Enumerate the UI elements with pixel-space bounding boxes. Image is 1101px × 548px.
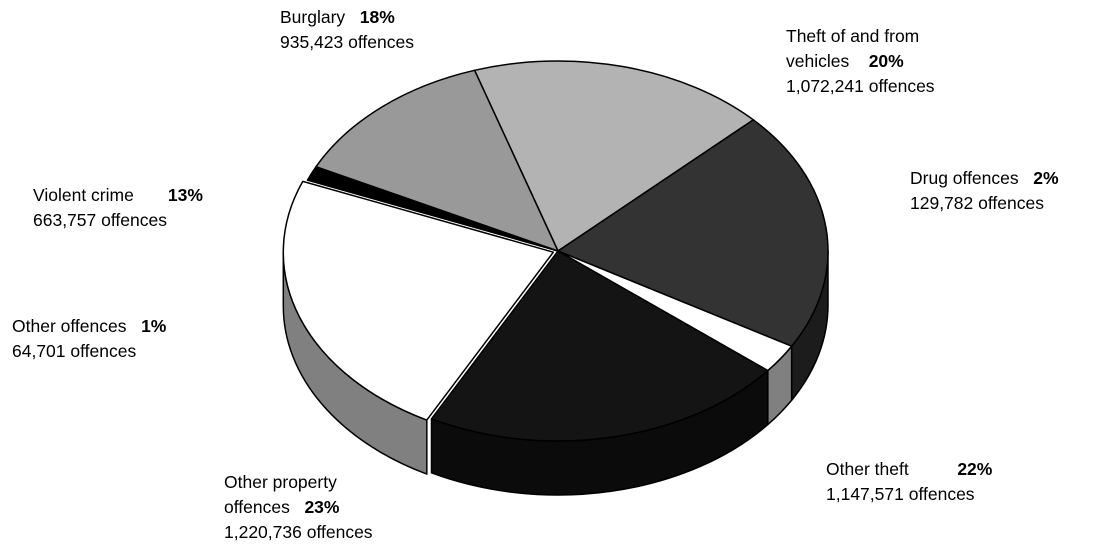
slice-other-property-offences xyxy=(282,180,555,421)
label-theft-of-and-from-vehicles: Theft of and from vehicles 20% 1,072,241… xyxy=(786,24,935,99)
slice-name-line: Drug offences xyxy=(910,168,1019,188)
slice-percent: 1% xyxy=(141,316,167,336)
slice-percent: 23% xyxy=(304,497,340,517)
slice-name-line: Other property xyxy=(224,472,337,492)
label-burglary: Burglary 18% 935,423 offences xyxy=(280,5,414,55)
slice-percent: 22% xyxy=(957,459,993,479)
slice-burglary xyxy=(473,60,755,252)
slice-other-theft xyxy=(430,250,769,442)
label-other-offences: Other offences 1% 64,701 offences xyxy=(12,314,166,364)
slice-offences: 1,072,241 offences xyxy=(786,76,935,96)
slice-theft-of-and-from-vehicles xyxy=(557,119,829,347)
slice-percent: 2% xyxy=(1033,168,1059,188)
slice-name-line: Burglary xyxy=(280,7,346,27)
slice-offences: 1,147,571 offences xyxy=(826,484,975,504)
slice-offences: 1,220,736 offences xyxy=(224,522,373,542)
slice-violent-crime xyxy=(315,69,559,252)
slice-offences: 663,757 offences xyxy=(33,210,167,230)
slice-percent: 18% xyxy=(359,7,395,27)
slice-offences: 64,701 offences xyxy=(12,341,137,361)
label-other-property-offences: Other property offences 23% 1,220,736 of… xyxy=(224,470,373,545)
label-other-theft: Other theft 22% 1,147,571 offences xyxy=(826,457,992,507)
slice-percent: 13% xyxy=(167,185,203,205)
label-violent-crime: Violent crime 13% 663,757 offences xyxy=(33,183,203,233)
slice-name-line: Other offences xyxy=(12,316,127,336)
slice-name-line: Other theft xyxy=(826,459,909,479)
slice-name-line: Theft of and from xyxy=(786,26,920,46)
slice-percent: 20% xyxy=(868,51,904,71)
slice-offences: 935,423 offences xyxy=(280,32,414,52)
label-drug-offences: Drug offences 2% 129,782 offences xyxy=(910,166,1059,216)
slice-name-line: offences xyxy=(224,497,290,517)
slice-name-line: Violent crime xyxy=(33,185,134,205)
slice-name-line: vehicles xyxy=(786,51,850,71)
slice-offences: 129,782 offences xyxy=(910,193,1044,213)
